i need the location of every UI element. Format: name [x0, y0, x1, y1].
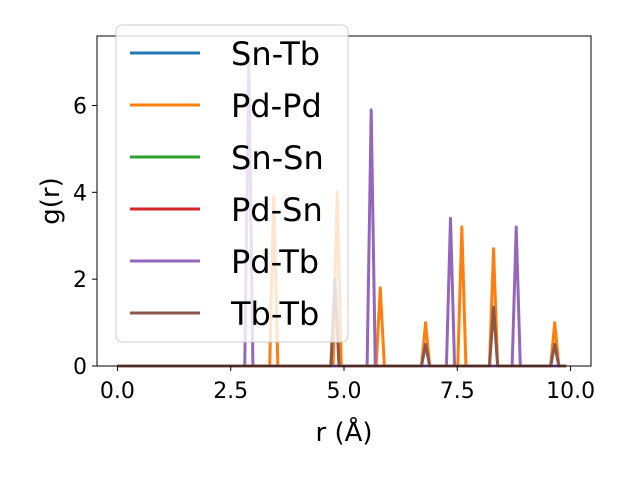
x-tick-label: 10.0 — [546, 379, 595, 404]
y-tick-label: 2 — [73, 268, 87, 293]
legend-label-sn-tb: Sn-Tb — [231, 35, 320, 73]
x-tick-label: 0.0 — [100, 379, 135, 404]
legend: Sn-Tb Pd-Pd Sn-Sn Pd-Sn Pd-Tb Tb-Tb — [115, 24, 349, 343]
x-tick-label: 2.5 — [213, 379, 248, 404]
legend-label-pd-tb: Pd-Tb — [231, 243, 319, 281]
legend-label-sn-sn: Sn-Sn — [231, 139, 324, 177]
legend-label-pd-sn: Pd-Sn — [231, 191, 323, 229]
y-tick-label: 4 — [73, 181, 87, 206]
y-tick-label: 0 — [73, 355, 87, 380]
y-axis-label: g(r) — [36, 177, 66, 224]
x-axis-ticks: 0.0 2.5 5.0 7.5 10.0 — [100, 366, 595, 404]
y-axis-ticks: 0 2 4 6 — [73, 94, 97, 380]
x-tick-label: 5.0 — [327, 379, 362, 404]
legend-label-tb-tb: Tb-Tb — [230, 295, 319, 333]
x-tick-label: 7.5 — [440, 379, 475, 404]
y-tick-label: 6 — [73, 94, 87, 119]
x-axis-label: r (Å) — [315, 416, 372, 448]
legend-label-pd-pd: Pd-Pd — [231, 87, 322, 125]
